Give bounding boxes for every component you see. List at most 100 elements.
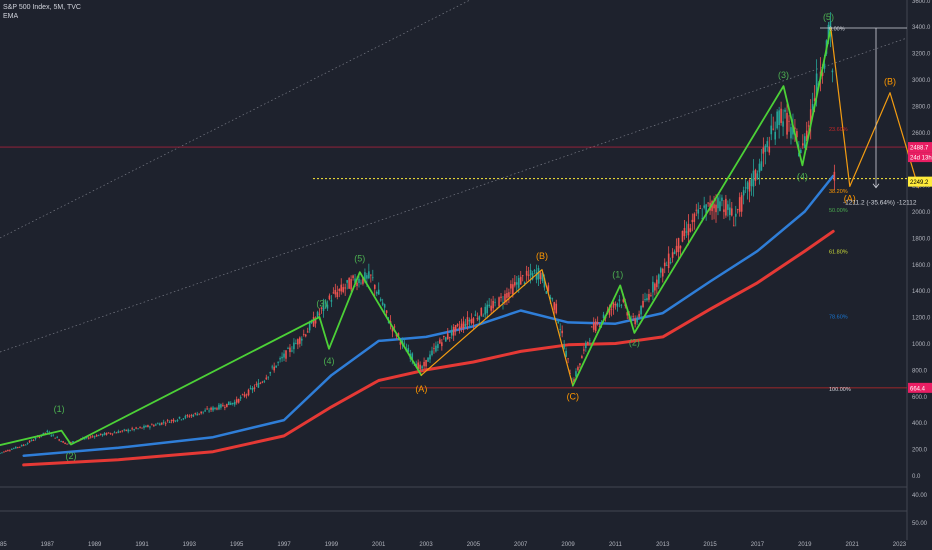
candle-body bbox=[545, 291, 548, 294]
candle-body bbox=[506, 293, 508, 298]
candle-body bbox=[178, 416, 181, 419]
candle-body bbox=[585, 342, 587, 349]
candle-body bbox=[235, 399, 238, 403]
candle-body bbox=[744, 187, 747, 189]
candle-body bbox=[588, 340, 591, 342]
candle-body bbox=[399, 341, 402, 345]
candle-body bbox=[34, 437, 37, 440]
candle-body bbox=[421, 366, 423, 369]
candle-body bbox=[488, 304, 490, 307]
candle-body bbox=[113, 432, 116, 434]
x-axis-tick-label: 1985 bbox=[0, 542, 7, 548]
candle-body bbox=[539, 272, 542, 280]
candle-body bbox=[693, 213, 696, 222]
sub-pane-tick-label: 50.00 bbox=[912, 521, 928, 527]
candle-body bbox=[419, 364, 421, 370]
candle-body bbox=[427, 357, 429, 362]
y-axis-tick-label: 1800.0 bbox=[912, 236, 931, 242]
candle-body bbox=[373, 284, 376, 289]
candle-body bbox=[669, 262, 672, 264]
candle-body bbox=[577, 367, 579, 371]
candle-body bbox=[659, 268, 662, 273]
candle-body bbox=[521, 275, 524, 277]
candle-body bbox=[788, 120, 790, 122]
candle-body bbox=[738, 197, 741, 212]
candle-body bbox=[344, 287, 346, 289]
candle-body bbox=[561, 330, 563, 334]
candle-body bbox=[101, 434, 104, 436]
candle-body bbox=[131, 428, 133, 430]
candle-body bbox=[295, 343, 297, 344]
candle-body bbox=[756, 173, 759, 179]
candle-body bbox=[157, 423, 159, 425]
candle-body bbox=[1, 452, 3, 454]
candle-body bbox=[723, 209, 725, 212]
candle-body bbox=[543, 277, 546, 288]
candle-body bbox=[362, 277, 364, 284]
candle-body bbox=[510, 283, 512, 289]
fib-level-label-4: 61.80% bbox=[829, 250, 848, 256]
candle-body bbox=[565, 350, 567, 357]
wave-label-3: (4) bbox=[324, 356, 335, 366]
measure-arrowhead bbox=[872, 183, 880, 189]
candle-body bbox=[740, 195, 743, 212]
candle-body bbox=[350, 279, 352, 290]
candle-body bbox=[590, 326, 593, 328]
candle-body bbox=[308, 322, 311, 331]
candle-body bbox=[391, 327, 394, 332]
x-axis-tick-label: 1993 bbox=[183, 542, 197, 548]
candle-body bbox=[352, 275, 354, 279]
x-axis-tick-label: 1987 bbox=[41, 542, 55, 548]
candle-body bbox=[251, 388, 254, 391]
candle-body bbox=[196, 413, 199, 416]
candle-body bbox=[423, 361, 425, 367]
candle-body bbox=[807, 125, 810, 127]
candle-body bbox=[512, 284, 514, 295]
wave-label-11: (4) bbox=[797, 171, 808, 181]
candle-body bbox=[721, 197, 723, 201]
candle-body bbox=[742, 190, 745, 196]
candle-body bbox=[575, 371, 577, 377]
candle-body bbox=[5, 450, 7, 452]
y-axis-tick-label: 1400.0 bbox=[912, 289, 931, 295]
candle-body bbox=[811, 104, 814, 110]
candle-body bbox=[111, 433, 114, 435]
candle-body bbox=[204, 410, 206, 412]
candle-body bbox=[322, 303, 325, 311]
candle-body bbox=[360, 282, 362, 284]
wave-line-orange-1 bbox=[420, 269, 574, 387]
candle-body bbox=[667, 253, 670, 269]
candle-body bbox=[579, 363, 581, 365]
candle-body bbox=[500, 296, 502, 298]
candle-body bbox=[277, 362, 279, 363]
candle-body bbox=[661, 268, 664, 277]
x-axis-tick-label: 1997 bbox=[277, 542, 291, 548]
candle-body bbox=[320, 307, 323, 309]
fib-level-label-3: 50.00% bbox=[829, 208, 848, 214]
trendline-lower bbox=[0, 37, 908, 353]
candle-body bbox=[3, 451, 5, 453]
y-axis-tick-label: 2000.0 bbox=[912, 210, 931, 216]
candle-body bbox=[228, 401, 230, 406]
candle-body bbox=[780, 108, 782, 123]
candle-body bbox=[271, 366, 274, 368]
candle-body bbox=[202, 411, 204, 413]
candle-body bbox=[381, 302, 384, 305]
candle-body bbox=[809, 109, 812, 125]
candle-body bbox=[336, 292, 339, 298]
candle-body bbox=[454, 325, 457, 331]
candle-body bbox=[632, 316, 634, 318]
candle-body bbox=[537, 268, 540, 280]
candle-body bbox=[697, 209, 700, 214]
candle-body bbox=[145, 425, 147, 428]
candle-body bbox=[754, 169, 757, 181]
candle-body bbox=[46, 430, 49, 433]
candle-body bbox=[153, 425, 155, 427]
candle-body bbox=[253, 387, 256, 389]
candle-body bbox=[776, 111, 778, 129]
candle-body bbox=[492, 300, 494, 309]
candle-body bbox=[188, 416, 191, 418]
candle-body bbox=[54, 437, 57, 439]
candle-body bbox=[766, 141, 769, 148]
